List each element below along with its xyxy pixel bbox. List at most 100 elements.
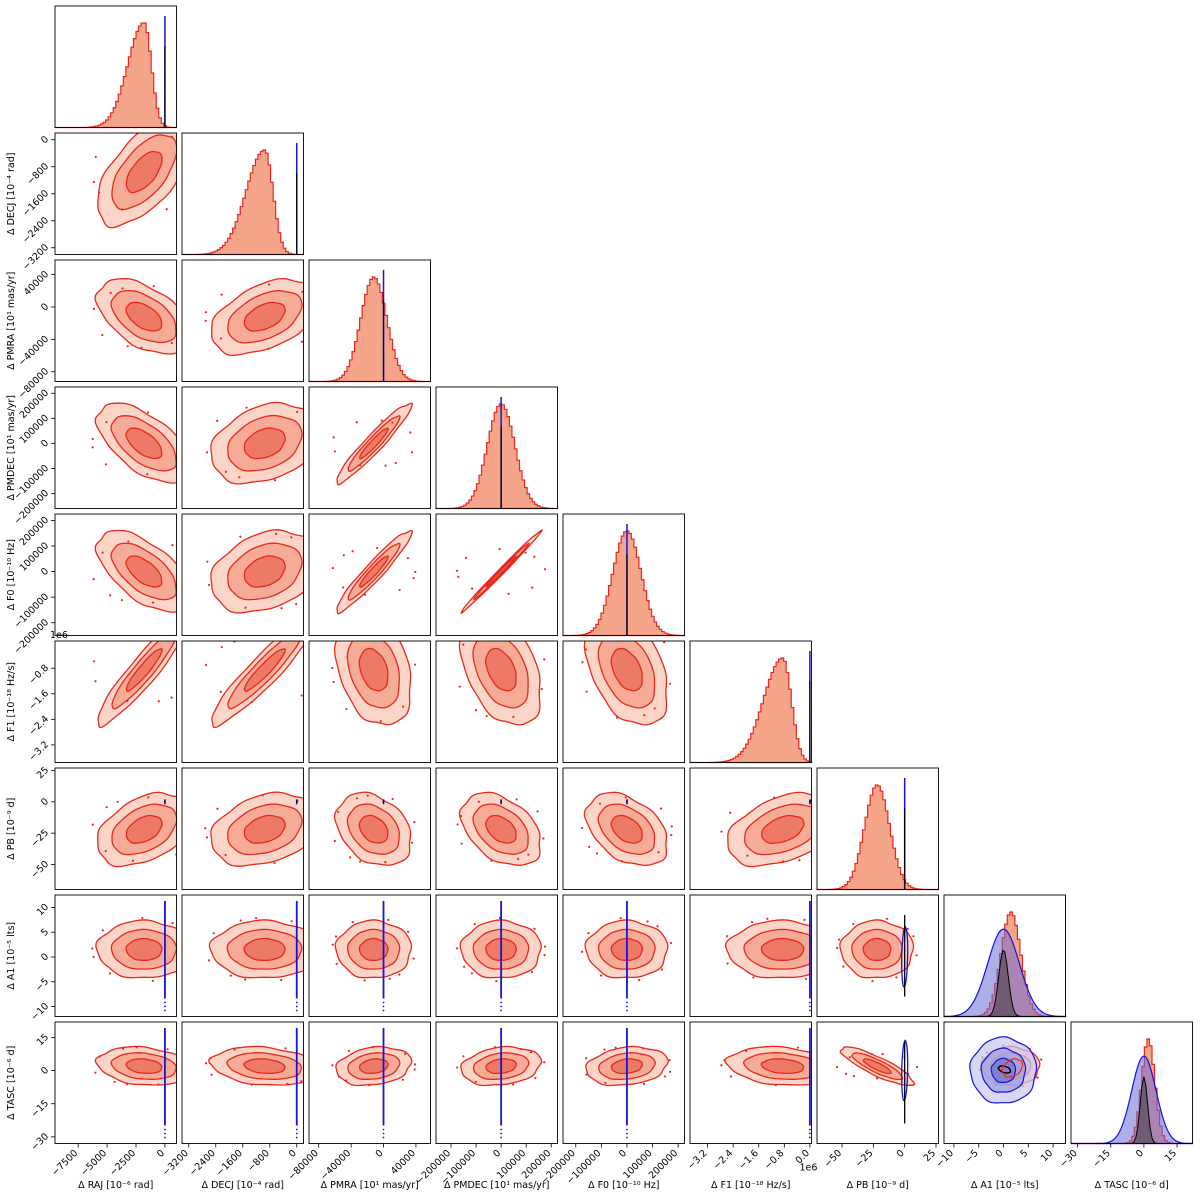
panel-frame — [308, 767, 431, 890]
contours — [91, 901, 177, 1012]
outlier-point — [516, 857, 520, 861]
panel-frame — [54, 894, 177, 1017]
x-tick-label: −3.2 — [686, 1148, 710, 1172]
outlier-point — [398, 588, 401, 592]
outlier-point — [342, 586, 345, 589]
outlier-point — [340, 637, 342, 639]
outlier-point — [92, 307, 96, 310]
outlier-point — [657, 851, 660, 854]
contours — [455, 529, 547, 615]
outlier-point — [157, 700, 160, 703]
panel-pmra-vs-decj — [181, 259, 304, 382]
panel-f1-vs-pmdec — [435, 640, 558, 763]
y-axis-label: Δ A1 [10⁻⁵ lts] — [6, 922, 17, 990]
y-tick-label: 0 — [39, 796, 51, 808]
panel-pmdec-vs-pmra — [308, 386, 431, 509]
x-tick-label: −5000 — [79, 1148, 110, 1179]
outlier-point — [189, 301, 191, 303]
outlier-point — [595, 852, 599, 855]
outlier-point — [391, 797, 394, 801]
reference-point-blue — [295, 1128, 298, 1131]
outlier-point — [216, 807, 219, 810]
reference-point-blue — [382, 1136, 385, 1139]
contour-level-3 — [125, 937, 163, 961]
contour-level-3 — [243, 1058, 286, 1075]
outlier-point — [290, 536, 293, 539]
y-tick-label: −40000 — [16, 334, 51, 369]
outlier-point — [207, 959, 210, 962]
contours — [969, 1036, 1043, 1104]
x-tick-label: −800 — [246, 1148, 272, 1174]
panel-f1-vs-f0 — [562, 640, 685, 763]
outlier-point — [398, 973, 401, 976]
outlier-point — [376, 546, 379, 550]
contour-level-3 — [243, 301, 286, 332]
outlier-point — [619, 917, 622, 920]
outlier-point — [380, 419, 383, 422]
outlier-point — [828, 1053, 830, 1055]
y-tick-label: −3200 — [21, 242, 52, 273]
outlier-point — [455, 947, 459, 950]
outlier-point — [191, 1073, 193, 1075]
outlier-point — [363, 593, 367, 596]
x-tick-label: −1600 — [214, 1148, 245, 1179]
outlier-point — [185, 460, 187, 462]
reference-point-blue — [295, 1009, 298, 1012]
outlier-point — [315, 461, 317, 463]
outlier-point — [268, 636, 270, 638]
outlier-point — [126, 345, 129, 348]
outlier-point — [1040, 1058, 1043, 1061]
outlier-point — [97, 191, 101, 194]
outlier-point — [342, 554, 345, 557]
outlier-point — [871, 979, 874, 983]
reference-point-blue — [809, 1005, 811, 1008]
panel-frame — [689, 894, 812, 1017]
outlier-point — [835, 946, 839, 950]
histogram-black-a1 — [944, 949, 1066, 1017]
outlier-point — [837, 938, 841, 941]
panel-pb-vs-f0 — [562, 767, 685, 890]
panel-frame — [562, 1021, 685, 1144]
outlier-point — [295, 602, 298, 606]
outlier-point — [663, 1075, 667, 1078]
panel-decj-vs-raj — [54, 132, 177, 255]
panel-frame — [562, 767, 685, 890]
contour-blue-level-3 — [990, 1057, 1017, 1083]
outlier-point — [460, 842, 463, 845]
y-tick-label: 0 — [39, 951, 51, 963]
outlier-point — [347, 1049, 351, 1053]
outlier-point — [624, 796, 627, 799]
outlier-point — [604, 1081, 607, 1085]
contour-level-3 — [125, 301, 163, 332]
outlier-point — [456, 823, 459, 826]
reference-point-blue — [164, 1132, 166, 1135]
panel-frame — [816, 1021, 939, 1144]
reference-point-blue — [164, 1001, 166, 1004]
contours — [332, 402, 414, 486]
outlier-point — [474, 709, 478, 712]
outlier-point — [261, 794, 264, 797]
x-tick-label: 0 — [994, 1148, 1006, 1160]
x-axis-label: Δ F1 [10⁻¹⁸ Hz/s] — [711, 1180, 790, 1191]
reference-point-blue — [626, 1005, 628, 1008]
outlier-point — [331, 1064, 334, 1067]
outlier-point — [157, 1083, 160, 1086]
contours — [456, 1028, 546, 1139]
x-tick-label: −25 — [854, 1148, 876, 1170]
outlier-point — [844, 1072, 848, 1075]
outlier-point — [668, 1070, 672, 1073]
outlier-point — [94, 680, 97, 683]
contours — [204, 1028, 304, 1139]
outlier-point — [725, 935, 729, 938]
panel-frame — [181, 259, 304, 382]
outlier-point — [470, 972, 473, 975]
x-tick-label: 0 — [617, 1148, 629, 1160]
contours — [580, 901, 673, 1012]
outlier-point — [615, 716, 619, 719]
panel-pmdec-vs-decj — [181, 386, 317, 509]
outlier-point — [219, 337, 223, 340]
outlier-point — [669, 941, 673, 945]
outlier-point — [720, 1064, 723, 1067]
x-tick-label: −50 — [822, 1148, 844, 1170]
outlier-point — [413, 663, 417, 666]
